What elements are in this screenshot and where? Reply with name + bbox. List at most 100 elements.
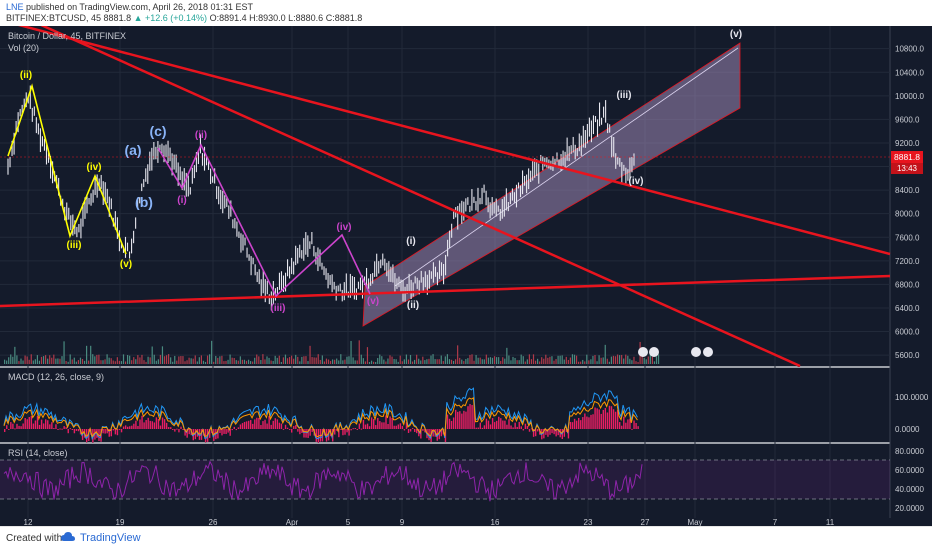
- macd-hist-bar: [184, 429, 186, 436]
- volume-bar: [315, 357, 317, 364]
- macd-hist-bar: [75, 429, 78, 431]
- trendline-support[interactable]: [0, 274, 891, 308]
- volume-bar: [229, 354, 231, 364]
- volume-bar: [38, 360, 41, 364]
- channel-midline: [394, 47, 739, 287]
- volume-bar: [4, 359, 6, 364]
- volume-bar: [366, 347, 369, 364]
- volume-bar: [614, 356, 617, 364]
- macd-hist-bar: [395, 425, 397, 429]
- macd-hist-bar: [217, 429, 219, 439]
- macd-hist-bar: [358, 423, 361, 429]
- volume-bar: [329, 360, 332, 364]
- volume-bar: [438, 359, 440, 364]
- macd-hist-bar: [526, 425, 529, 429]
- author-name[interactable]: LNE: [6, 2, 24, 12]
- time-axis[interactable]: 12 19 26 Apr 5 9 16 23 27 May 7 11: [24, 518, 835, 526]
- last-price-badge: [891, 151, 923, 163]
- volume-bar: [122, 354, 125, 364]
- macd-hist-bar: [385, 415, 387, 429]
- wave-label-purple-iii: (iii): [271, 303, 286, 314]
- price-tick-label: 6800.0: [895, 280, 920, 289]
- tradingview-brand[interactable]: TradingView: [80, 532, 141, 544]
- macd-hist-bar: [500, 418, 502, 429]
- volume-bar: [362, 358, 364, 364]
- volume-bar: [108, 357, 110, 364]
- chart-canvas[interactable]: (ii) (iii) (iv) (v) (a) (b) (c) (ii) (i)…: [0, 26, 932, 526]
- flag-icon[interactable]: [638, 347, 648, 357]
- macd-hist-bar: [161, 417, 164, 429]
- macd-hist-bar: [145, 420, 147, 429]
- volume-bar: [141, 354, 143, 364]
- volume-bar: [247, 359, 250, 364]
- macd-hist-bar: [543, 429, 545, 439]
- rsi-label: RSI (14, close): [8, 448, 68, 458]
- volume-bar: [278, 355, 280, 364]
- countdown-label: 13:43: [897, 164, 918, 173]
- macd-hist-bar: [110, 429, 112, 437]
- macd-hist-bar: [479, 422, 481, 429]
- time-tick-label: 19: [116, 518, 125, 526]
- macd-hist-bar: [571, 422, 574, 429]
- volume-bar: [73, 357, 75, 364]
- volume-bar: [311, 357, 313, 364]
- macd-hist-bar: [524, 423, 527, 429]
- macd-hist-bar: [631, 428, 633, 430]
- event-markers[interactable]: [638, 347, 713, 357]
- change-text: ▲ +12.6 (+0.14%): [133, 13, 208, 23]
- price-channel[interactable]: [362, 42, 741, 327]
- trendline-upper[interactable]: [0, 26, 891, 256]
- volume-bar: [405, 354, 407, 364]
- macd-hist-bar: [348, 429, 350, 436]
- flag-icon[interactable]: [703, 347, 713, 357]
- publish-header: LNE published on TradingView.com, April …: [0, 0, 932, 26]
- volume-bar: [442, 361, 444, 364]
- macd-hist-bar: [178, 429, 180, 433]
- macd-hist-bar: [18, 425, 20, 429]
- macd-hist-bar: [122, 426, 125, 429]
- published-text: published on TradingView.com, April 26, …: [26, 2, 254, 12]
- volume-bar: [233, 357, 235, 364]
- macd-hist-bar: [534, 429, 537, 437]
- volume-bar: [276, 357, 278, 364]
- volume-bar: [34, 359, 36, 364]
- macd-hist-bar: [508, 419, 510, 429]
- macd-hist-bar: [116, 429, 119, 436]
- macd-hist-bar: [498, 416, 500, 429]
- volume-bar: [20, 358, 22, 364]
- volume-bar: [561, 355, 563, 364]
- macd-hist-bar: [16, 423, 18, 429]
- volume-bar: [612, 355, 615, 364]
- volume-bar: [557, 355, 559, 364]
- volume-bar: [262, 354, 264, 364]
- volume-bar: [655, 356, 658, 364]
- yellow-wave-line[interactable]: [7, 83, 127, 255]
- wave-label-yellow-v: (v): [120, 259, 132, 270]
- volume-bar: [26, 356, 28, 364]
- flag-icon[interactable]: [691, 347, 701, 357]
- macd-hist-bar: [24, 418, 26, 429]
- macd-hist-bar: [51, 422, 53, 429]
- volume-bar: [551, 356, 553, 364]
- symbol-text[interactable]: BITFINEX:BTCUSD, 45: [6, 13, 102, 23]
- flag-icon[interactable]: [649, 347, 659, 357]
- volume-bar: [133, 357, 135, 364]
- macd-hist-bar: [274, 418, 276, 429]
- volume-bar: [567, 359, 569, 364]
- macd-hist-bar: [42, 423, 45, 429]
- macd-hist-bar: [504, 420, 506, 429]
- volume-bar: [118, 360, 120, 364]
- volume-bar: [231, 357, 233, 364]
- trendline-steep[interactable]: [30, 26, 801, 368]
- macd-hist-bar: [209, 429, 211, 438]
- volume-bar: [194, 355, 196, 364]
- time-tick-label: 9: [400, 518, 405, 526]
- macd-hist-bar: [580, 420, 582, 429]
- rsi-tick: 80.0000: [895, 447, 924, 456]
- volume-bar: [346, 356, 348, 364]
- volume-bar: [209, 354, 211, 364]
- macd-hist-bar: [149, 420, 151, 429]
- volume-bar: [327, 359, 330, 364]
- macd-hist-bar: [233, 426, 235, 429]
- purple-wave-line[interactable]: [157, 143, 371, 298]
